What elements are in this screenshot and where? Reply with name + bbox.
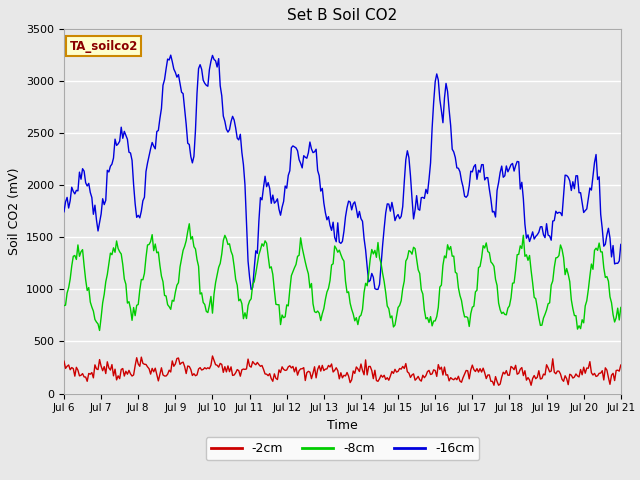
X-axis label: Time: Time [327, 419, 358, 432]
Title: Set B Soil CO2: Set B Soil CO2 [287, 9, 397, 24]
Y-axis label: Soil CO2 (mV): Soil CO2 (mV) [8, 168, 20, 255]
Legend: -2cm, -8cm, -16cm: -2cm, -8cm, -16cm [205, 437, 479, 460]
Text: TA_soilco2: TA_soilco2 [70, 40, 138, 53]
